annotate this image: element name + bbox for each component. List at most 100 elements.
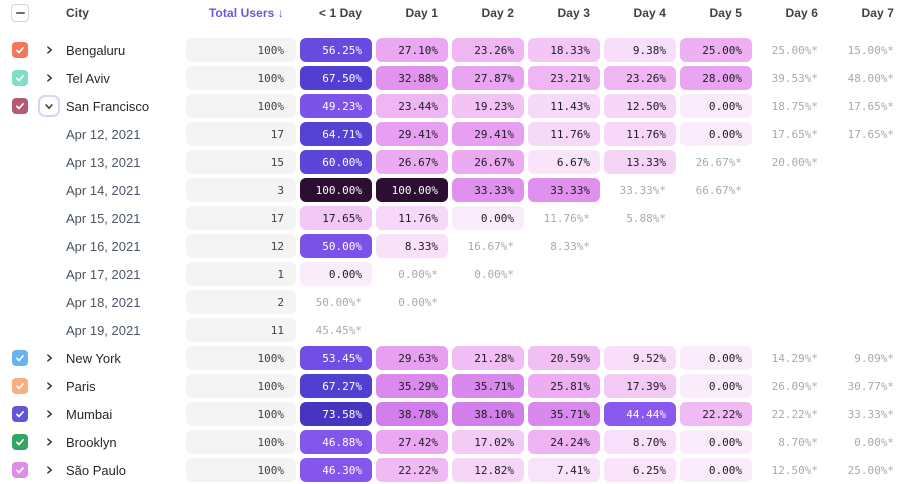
retention-cell[interactable]: 7.41% [528,458,600,482]
retention-cell[interactable]: 24.24% [528,430,600,454]
retention-cell[interactable]: 46.30% [300,458,372,482]
row-checkbox[interactable] [12,462,28,478]
retention-cell[interactable]: 0.00% [680,94,752,118]
cohort-row: Tel Aviv 100% 67.50% 32.88% 27.87% 23.21% 23.2… [0,64,920,92]
expand-row-button[interactable] [40,377,58,395]
retention-cell[interactable]: 9.38% [604,38,676,62]
retention-cell[interactable]: 0.00% [452,206,524,230]
chevron-right-icon [45,73,54,83]
retention-cell[interactable]: 12.82% [452,458,524,482]
retention-cell[interactable]: 17.39% [604,374,676,398]
retention-cell[interactable]: 0.00% [680,122,752,146]
retention-cell[interactable]: 32.88% [376,66,448,90]
retention-cell[interactable]: 0.00% [300,262,372,286]
retention-cell[interactable]: 26.67% [376,150,448,174]
expand-row-button[interactable] [40,405,58,423]
retention-cell[interactable]: 67.50% [300,66,372,90]
retention-partial-value: 20.00%* [771,155,818,169]
retention-cell[interactable]: 25.00% [680,38,752,62]
retention-cell[interactable]: 28.00% [680,66,752,90]
retention-cell[interactable]: 6.67% [528,150,600,174]
retention-cell[interactable]: 11.43% [528,94,600,118]
retention-cell[interactable]: 27.42% [376,430,448,454]
retention-cell[interactable]: 35.29% [376,374,448,398]
retention-cell[interactable]: 8.70% [604,430,676,454]
retention-cell[interactable]: 29.63% [376,346,448,370]
retention-cell[interactable]: 26.67% [452,150,524,174]
retention-cell[interactable]: 73.58% [300,402,372,426]
retention-cell[interactable]: 53.45% [300,346,372,370]
retention-cell[interactable]: 64.71% [300,122,372,146]
retention-cell[interactable]: 49.23% [300,94,372,118]
retention-cell[interactable]: 56.25% [300,38,372,62]
expand-row-button[interactable] [40,433,58,451]
retention-cell[interactable]: 13.33% [604,150,676,174]
row-checkbox[interactable] [12,434,28,450]
retention-cell[interactable]: 11.76% [528,122,600,146]
retention-cell[interactable]: 0.00% [680,430,752,454]
retention-cell[interactable]: 0.00% [680,374,752,398]
retention-cell[interactable]: 6.25% [604,458,676,482]
retention-cell[interactable]: 23.21% [528,66,600,90]
retention-cell[interactable]: 29.41% [376,122,448,146]
retention-cell[interactable]: 29.41% [452,122,524,146]
retention-cell[interactable]: 25.81% [528,374,600,398]
retention-cell[interactable]: 23.26% [604,66,676,90]
row-checkbox[interactable] [12,350,28,366]
retention-cell[interactable]: 23.26% [452,38,524,62]
retention-cell[interactable]: 20.59% [528,346,600,370]
retention-cell[interactable]: 9.52% [604,346,676,370]
retention-cell[interactable]: 33.33% [452,178,524,202]
retention-cell[interactable]: 44.44% [604,402,676,426]
retention-cell[interactable]: 8.33% [376,234,448,258]
row-checkbox[interactable] [12,98,28,114]
row-checkbox[interactable] [12,378,28,394]
retention-cell[interactable]: 67.27% [300,374,372,398]
retention-cell[interactable]: 100.00% [300,178,372,202]
retention-cell[interactable]: 22.22% [680,402,752,426]
retention-cell[interactable]: 27.10% [376,38,448,62]
retention-cell[interactable]: 100.00% [376,178,448,202]
retention-cell[interactable]: 22.22% [376,458,448,482]
retention-cell[interactable]: 38.78% [376,402,448,426]
total-users-cell: 100% [186,430,296,454]
retention-cell[interactable]: 50.00% [300,234,372,258]
row-checkbox[interactable] [12,42,28,58]
retention-cell[interactable]: 19.23% [452,94,524,118]
retention-cell[interactable]: 35.71% [528,402,600,426]
expand-row-button[interactable] [40,41,58,59]
retention-cell[interactable]: 21.28% [452,346,524,370]
retention-cell[interactable]: 35.71% [452,374,524,398]
city-name: São Paulo [66,462,126,478]
expand-row-button[interactable] [40,69,58,87]
column-header-total-users-sort[interactable]: Total Users ↓ [208,6,284,20]
expand-row-button[interactable] [40,461,58,479]
retention-cell[interactable]: 11.76% [604,122,676,146]
retention-cell[interactable]: 12.50% [604,94,676,118]
select-all-checkbox[interactable] [11,4,29,22]
retention-cell[interactable]: 33.33% [528,178,600,202]
expand-row-button[interactable] [40,349,58,367]
cohort-date-row: Apr 13, 2021 15 60.00% 26.67% 26.67% 6.67% 13.… [0,148,920,176]
retention-partial-value: 8.33%* [550,239,590,253]
retention-cell[interactable]: 11.76% [376,206,448,230]
row-checkbox[interactable] [12,406,28,422]
retention-cell[interactable]: 0.00% [680,458,752,482]
retention-cell[interactable]: 46.88% [300,430,372,454]
retention-partial-value: 0.00%* [398,295,438,309]
retention-partial-value: 25.00%* [847,463,894,477]
total-users-cell: 100% [186,458,296,482]
retention-cell[interactable]: 27.87% [452,66,524,90]
retention-partial-value: 9.09%* [854,351,894,365]
row-checkbox[interactable] [12,70,28,86]
retention-cell[interactable]: 18.33% [528,38,600,62]
retention-cell[interactable]: 60.00% [300,150,372,174]
retention-partial-value: 17.65%* [847,99,894,113]
collapse-row-button[interactable] [38,95,60,117]
retention-cell[interactable]: 38.10% [452,402,524,426]
retention-cell[interactable]: 17.02% [452,430,524,454]
retention-cell[interactable]: 0.00% [680,346,752,370]
retention-cell[interactable]: 23.44% [376,94,448,118]
retention-cell[interactable]: 17.65% [300,206,372,230]
